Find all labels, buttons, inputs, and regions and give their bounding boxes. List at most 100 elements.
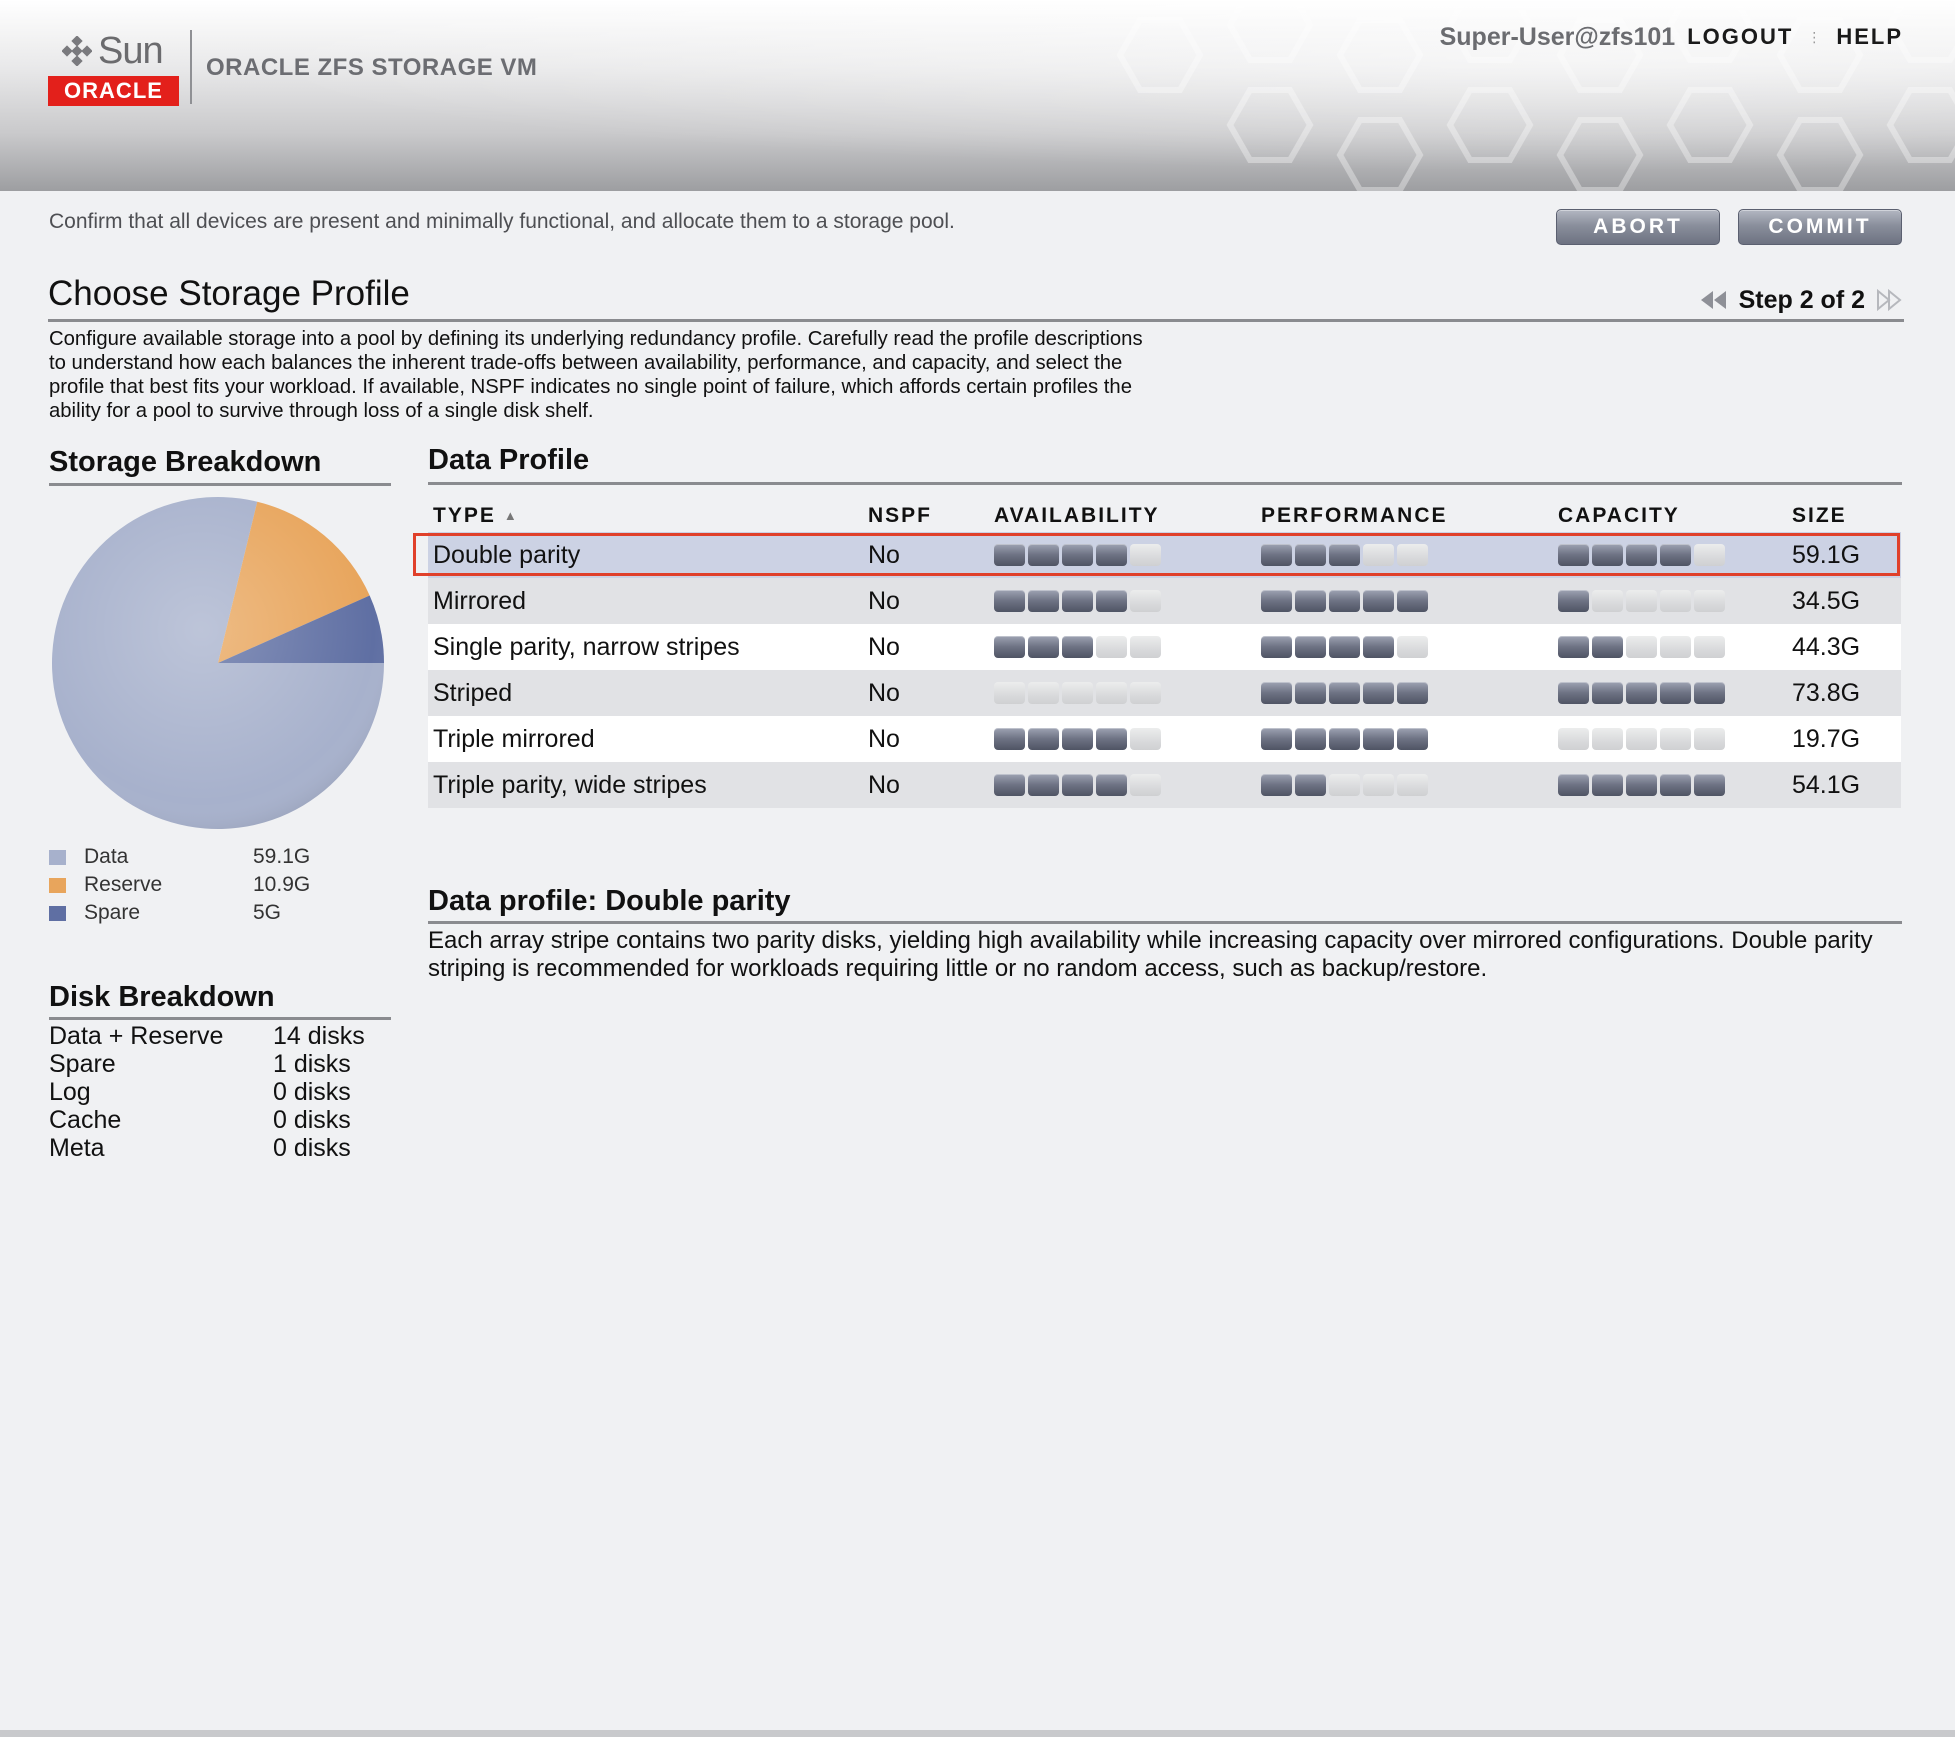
meter-segment [1329, 544, 1360, 566]
capacity-meter [1558, 728, 1728, 750]
meter-segment [1694, 774, 1725, 796]
meter-segment [1558, 682, 1589, 704]
legend-label: Reserve [84, 873, 163, 896]
column-header-size[interactable]: SIZE [1792, 504, 1847, 527]
help-link[interactable]: HELP [1836, 24, 1903, 49]
sun-diamond-icon [62, 36, 92, 66]
meter-segment [1592, 636, 1623, 658]
table-row[interactable]: Double parity No 59.1G [428, 532, 1901, 578]
meter-segment [1130, 774, 1161, 796]
user-nav: Super-User@zfs101 LOGOUT ⋮ HELP [1440, 20, 1903, 54]
table-row[interactable]: Triple parity, wide stripes No 54.1G [428, 762, 1901, 808]
profile-size: 59.1G [1792, 541, 1861, 569]
column-header-type[interactable]: TYPE ▲ [433, 504, 519, 527]
legend-item-data: Data 59.1G [49, 843, 329, 871]
table-row[interactable]: Striped No 73.8G [428, 670, 1901, 716]
table-header: TYPE ▲ NSPF AVAILABILITY PERFORMANCE CAPA… [428, 500, 1901, 532]
storage-breakdown-divider [49, 483, 391, 486]
meter-segment [1261, 636, 1292, 658]
logo-divider [190, 30, 192, 104]
meter-segment [1694, 636, 1725, 658]
product-title: ORACLE ZFS STORAGE VM [206, 54, 538, 81]
table-row[interactable]: Mirrored No 34.5G [428, 578, 1901, 624]
availability-meter [994, 590, 1164, 612]
meter-segment [1694, 544, 1725, 566]
meter-segment [1694, 590, 1725, 612]
legend-swatch [49, 877, 66, 893]
meter-segment [994, 590, 1025, 612]
meter-segment [1096, 636, 1127, 658]
meter-segment [1295, 728, 1326, 750]
column-header-performance[interactable]: PERFORMANCE [1261, 504, 1448, 527]
meter-segment [1130, 728, 1161, 750]
disk-row-value: 0 disks [273, 1077, 351, 1106]
meter-segment [1558, 590, 1589, 612]
meter-segment [1028, 774, 1059, 796]
profile-size: 34.5G [1792, 587, 1861, 615]
meter-segment [1329, 636, 1360, 658]
meter-segment [1363, 636, 1394, 658]
meter-segment [1660, 590, 1691, 612]
meter-segment [1626, 590, 1657, 612]
meter-segment [1397, 728, 1428, 750]
profile-size: 44.3G [1792, 633, 1861, 661]
meter-segment [1397, 590, 1428, 612]
logout-link[interactable]: LOGOUT [1687, 24, 1794, 49]
meter-segment [1028, 590, 1059, 612]
disk-row: Log 0 disks [49, 1078, 389, 1106]
meter-segment [1694, 682, 1725, 704]
disk-breakdown-title: Disk Breakdown [49, 981, 275, 1013]
profile-nspf: No [868, 771, 900, 799]
meter-segment [1592, 728, 1623, 750]
setup-instruction: Confirm that all devices are present and… [49, 210, 955, 233]
sun-wordmark: Sun [98, 30, 164, 72]
meter-segment [1295, 774, 1326, 796]
meter-segment [1295, 544, 1326, 566]
meter-segment [1626, 544, 1657, 566]
table-row[interactable]: Single parity, narrow stripes No 44.3G [428, 624, 1901, 670]
availability-meter [994, 636, 1164, 658]
disk-row: Data + Reserve 14 disks [49, 1022, 389, 1050]
previous-step-icon[interactable] [1699, 289, 1729, 311]
profile-size: 19.7G [1792, 725, 1861, 753]
meter-segment [1295, 636, 1326, 658]
meter-segment [1592, 590, 1623, 612]
legend-label: Spare [84, 901, 141, 924]
storage-breakdown-pie-chart [51, 496, 384, 829]
sun-oracle-logo: Sun ORACLE [48, 30, 180, 106]
meter-segment [1130, 636, 1161, 658]
performance-meter [1261, 590, 1431, 612]
disk-row-label: Log [49, 1077, 91, 1106]
storage-breakdown-title: Storage Breakdown [49, 446, 322, 478]
meter-segment [1660, 728, 1691, 750]
data-profile-title: Data Profile [428, 444, 590, 476]
meter-segment [1363, 544, 1394, 566]
table-row[interactable]: Triple mirrored No 19.7G [428, 716, 1901, 762]
profile-size: 54.1G [1792, 771, 1861, 799]
disk-row: Spare 1 disks [49, 1050, 389, 1078]
legend-label: Data [84, 845, 129, 868]
meter-segment [1626, 774, 1657, 796]
disk-breakdown-divider [49, 1017, 391, 1020]
next-step-icon[interactable] [1875, 289, 1903, 311]
performance-meter [1261, 774, 1431, 796]
meter-segment [1261, 544, 1292, 566]
profile-type: Triple parity, wide stripes [433, 771, 707, 799]
meter-segment [994, 682, 1025, 704]
column-header-nspf[interactable]: NSPF [868, 504, 933, 527]
commit-button[interactable]: COMMIT [1738, 209, 1902, 245]
disk-row-value: 14 disks [273, 1021, 365, 1050]
meter-segment [1329, 682, 1360, 704]
disk-row-label: Spare [49, 1049, 116, 1078]
abort-button[interactable]: ABORT [1556, 209, 1720, 245]
disk-row-label: Data + Reserve [49, 1021, 224, 1050]
availability-meter [994, 728, 1164, 750]
column-header-availability[interactable]: AVAILABILITY [994, 504, 1160, 527]
profile-nspf: No [868, 679, 900, 707]
column-header-capacity[interactable]: CAPACITY [1558, 504, 1680, 527]
profile-detail-title: Data profile: Double parity [428, 885, 791, 917]
profile-type: Mirrored [433, 587, 527, 615]
disk-row: Cache 0 disks [49, 1106, 389, 1134]
meter-segment [1397, 682, 1428, 704]
meter-segment [1096, 682, 1127, 704]
